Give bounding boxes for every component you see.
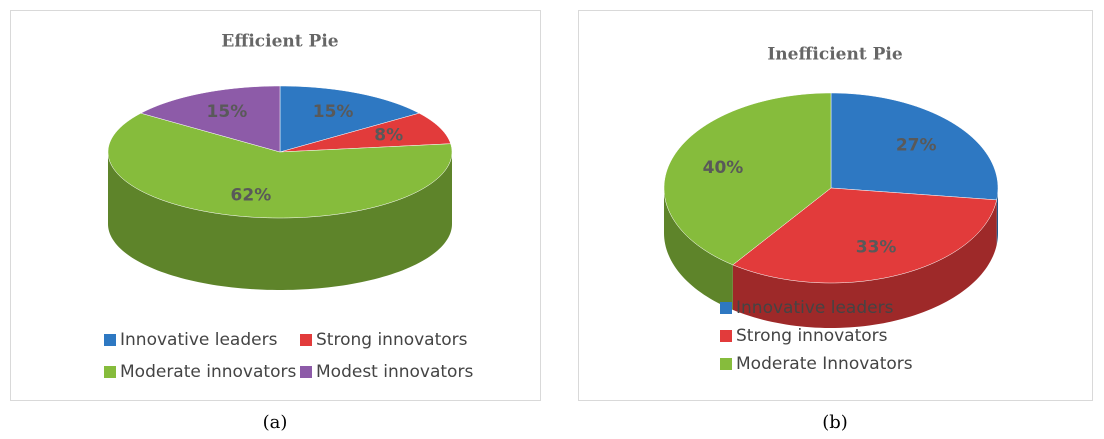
slice <box>140 85 281 153</box>
data-label: 15% <box>313 102 354 122</box>
slice <box>107 112 453 219</box>
slice <box>279 85 420 153</box>
slice-side <box>996 188 998 245</box>
legend-label: Moderate Innovators <box>736 354 913 374</box>
legend-label: Innovative leaders <box>120 330 278 350</box>
legend-swatch <box>104 334 116 346</box>
caption: (b) <box>822 412 848 433</box>
legend-swatch <box>720 358 732 370</box>
legend-swatch <box>300 334 312 346</box>
slice <box>279 112 451 153</box>
chart-title: Efficient Pie <box>221 32 338 52</box>
data-label: 33% <box>856 237 897 257</box>
slice-side <box>108 152 452 290</box>
slice-side <box>732 199 997 328</box>
slice <box>732 187 997 284</box>
legend-label: Strong innovators <box>316 330 468 350</box>
slice <box>663 92 832 266</box>
legend-label: Innovative leaders <box>736 298 894 318</box>
legend-swatch <box>720 330 732 342</box>
caption: (a) <box>263 412 288 433</box>
slice <box>830 92 999 201</box>
data-label: 62% <box>231 185 272 205</box>
legend-swatch <box>720 302 732 314</box>
slice-side <box>664 188 733 310</box>
data-label: 8% <box>374 125 403 145</box>
data-label: 40% <box>703 158 744 178</box>
data-label: 27% <box>896 135 937 155</box>
legend-label: Moderate innovators <box>120 362 296 382</box>
legend-swatch <box>104 366 116 378</box>
legend-label: Modest innovators <box>316 362 473 382</box>
data-label: 15% <box>207 102 248 122</box>
chart-title: Inefficient Pie <box>767 45 903 65</box>
legend-label: Strong innovators <box>736 326 888 346</box>
legend-swatch <box>300 366 312 378</box>
